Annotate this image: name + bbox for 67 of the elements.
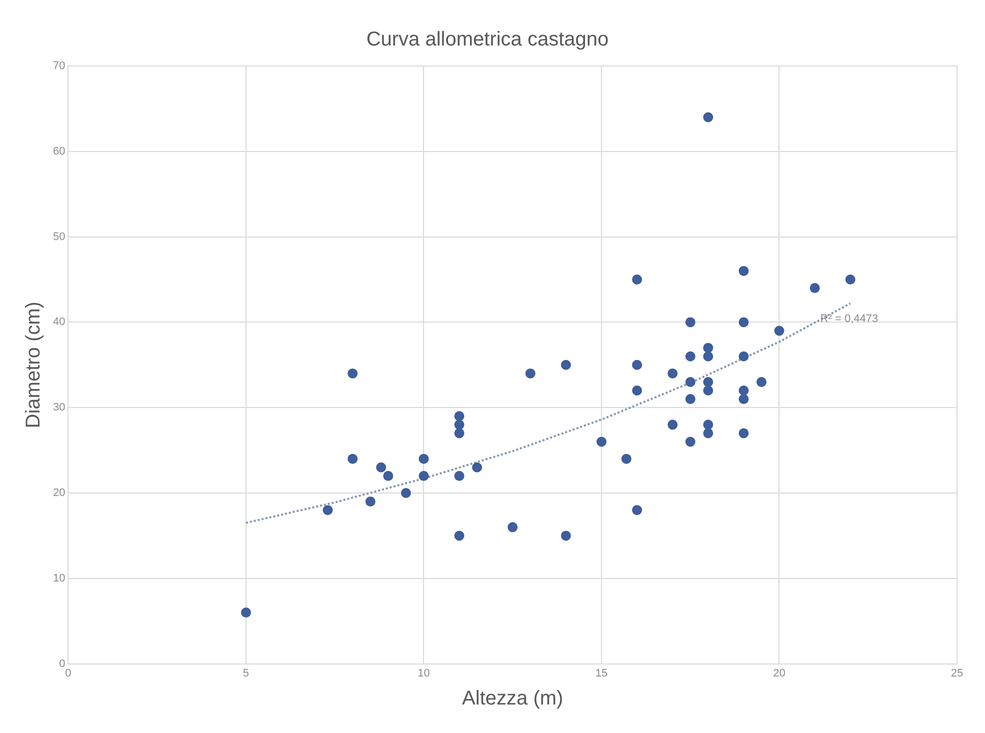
point [703, 112, 714, 122]
x-tick-label: 15 [595, 667, 608, 680]
point [525, 368, 536, 378]
point [454, 420, 464, 430]
x-tick-label: 5 [242, 667, 250, 680]
point [703, 428, 714, 438]
x-tick-label: 25 [950, 667, 964, 680]
point [703, 420, 714, 430]
point [365, 496, 376, 507]
point [383, 470, 394, 481]
point [703, 386, 714, 396]
point [685, 317, 696, 328]
point [454, 530, 464, 541]
y-tick-label: 50 [52, 230, 66, 243]
point [685, 436, 696, 447]
point [738, 428, 749, 438]
point [703, 376, 714, 387]
point [376, 462, 386, 472]
y-tick-label: 0 [59, 658, 66, 670]
point [621, 454, 632, 464]
point [596, 436, 606, 447]
x-tick-label: 20 [773, 667, 786, 680]
point [685, 351, 696, 362]
point [348, 454, 358, 464]
point [738, 394, 749, 404]
point [472, 462, 482, 472]
x-tick-label: 10 [418, 667, 430, 680]
point [418, 470, 429, 481]
point [738, 386, 749, 396]
point [738, 266, 749, 276]
point [685, 376, 696, 387]
point [632, 360, 642, 370]
point [454, 428, 464, 438]
point [632, 505, 642, 516]
y-tick-label: 70 [52, 60, 66, 72]
point [508, 522, 518, 532]
point [400, 488, 411, 498]
point [560, 530, 571, 541]
y-tick-label: 20 [52, 487, 66, 500]
point [322, 505, 333, 516]
point [668, 368, 678, 378]
chart-title: Curva allometrica castagno [366, 28, 609, 51]
point [738, 351, 749, 362]
x-axis-title: Altezza (m) [462, 688, 564, 710]
point [703, 351, 714, 362]
y-tick-label: 40 [52, 316, 66, 328]
point [632, 274, 642, 284]
point [454, 411, 464, 422]
point [454, 470, 464, 481]
point [418, 454, 429, 464]
point [810, 283, 820, 294]
y-tick-label: 10 [52, 572, 66, 584]
point [756, 376, 766, 387]
point [560, 360, 571, 370]
point [738, 317, 749, 328]
point [348, 368, 358, 378]
y-axis-title: Diametro (cm) [22, 302, 45, 428]
point [685, 394, 696, 404]
point [668, 420, 678, 430]
point [240, 608, 251, 618]
point [632, 386, 642, 396]
point [703, 342, 714, 353]
annotation: R² = 0,4473 [820, 312, 878, 325]
point [774, 326, 784, 336]
y-tick-label: 30 [52, 402, 66, 414]
point [845, 274, 856, 284]
y-tick-label: 60 [52, 145, 66, 158]
